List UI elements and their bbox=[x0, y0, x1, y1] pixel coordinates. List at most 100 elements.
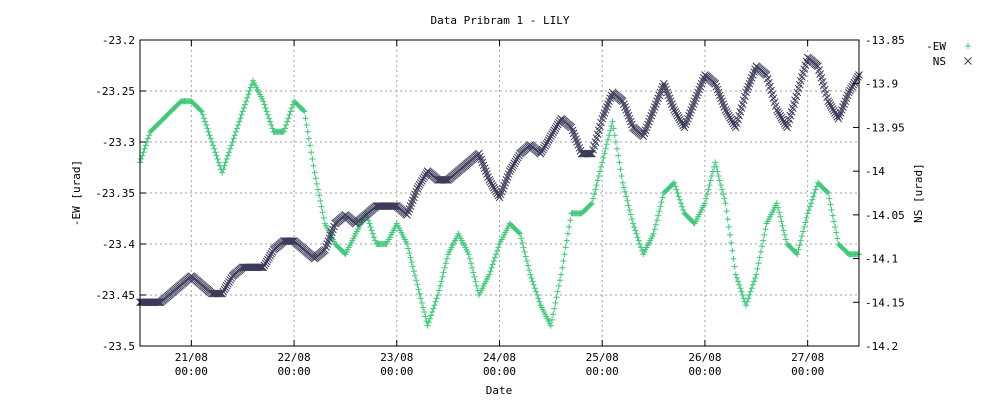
ew-point bbox=[618, 173, 625, 179]
ew-point bbox=[657, 203, 664, 210]
ns-point bbox=[508, 163, 516, 172]
ew-point bbox=[238, 111, 245, 118]
ew-point bbox=[247, 84, 254, 91]
ew-point bbox=[523, 258, 530, 264]
ew-point bbox=[144, 135, 151, 142]
ns-point bbox=[153, 298, 161, 307]
ew-point bbox=[625, 202, 632, 209]
x-tick-label-time: 00:00 bbox=[791, 365, 824, 378]
ns-point bbox=[222, 281, 231, 290]
ew-point bbox=[588, 200, 595, 207]
ew-point bbox=[365, 217, 372, 224]
ns-point bbox=[846, 86, 854, 95]
ew-point bbox=[204, 125, 211, 132]
ns-point bbox=[826, 101, 835, 109]
ew-point bbox=[231, 132, 238, 139]
ew-point bbox=[704, 191, 711, 198]
ew-point bbox=[232, 128, 239, 135]
ew-point bbox=[422, 313, 429, 320]
ew-point bbox=[802, 219, 809, 226]
ew-point bbox=[420, 304, 427, 311]
ew-point bbox=[552, 299, 559, 306]
ns-point bbox=[830, 107, 838, 115]
ns-point bbox=[543, 138, 552, 146]
ns-point bbox=[721, 106, 730, 114]
ew-point bbox=[778, 218, 785, 225]
ew-point bbox=[442, 260, 449, 267]
ns-point bbox=[540, 143, 548, 152]
y-tick-label-left: -23.45 bbox=[95, 289, 135, 302]
ew-point bbox=[716, 177, 723, 184]
ew-point bbox=[305, 135, 312, 142]
ew-point bbox=[615, 152, 622, 159]
ew-point bbox=[487, 268, 494, 275]
ew-point bbox=[210, 142, 217, 149]
ew-point bbox=[214, 156, 221, 162]
ew-point bbox=[812, 186, 819, 193]
ns-point bbox=[670, 106, 678, 114]
ns-point bbox=[505, 167, 514, 175]
ew-point bbox=[205, 128, 212, 135]
ns-point bbox=[672, 109, 681, 118]
ew-point bbox=[432, 298, 439, 305]
ew-point bbox=[241, 101, 248, 108]
ew-point bbox=[728, 239, 735, 246]
ew-point bbox=[438, 278, 445, 285]
ew-point bbox=[779, 222, 786, 229]
ew-point bbox=[827, 201, 834, 208]
ew-point bbox=[634, 234, 641, 241]
ns-point bbox=[219, 287, 228, 296]
ew-point bbox=[715, 173, 722, 179]
ew-point bbox=[746, 292, 753, 298]
ew-point bbox=[554, 288, 561, 295]
ew-point bbox=[724, 216, 731, 223]
ew-point bbox=[745, 295, 752, 302]
ew-point bbox=[782, 236, 789, 243]
y-tick-label-left: -23.5 bbox=[102, 340, 135, 353]
ew-point bbox=[762, 226, 769, 233]
ew-point bbox=[441, 264, 448, 271]
ew-point bbox=[281, 125, 288, 132]
ew-point bbox=[803, 214, 810, 221]
ns-point bbox=[673, 111, 682, 120]
ew-point bbox=[527, 271, 534, 278]
ew-point bbox=[603, 141, 610, 148]
ew-point bbox=[809, 196, 816, 203]
ew-point bbox=[753, 271, 760, 278]
ew-point bbox=[280, 128, 287, 135]
ns-point bbox=[489, 183, 498, 192]
ew-point bbox=[601, 150, 608, 157]
ew-point bbox=[310, 162, 317, 169]
ns-point bbox=[828, 105, 837, 113]
ew-point bbox=[318, 203, 325, 210]
ns-point bbox=[726, 113, 734, 122]
ew-point bbox=[674, 190, 681, 196]
ew-point bbox=[600, 154, 607, 161]
ew-point bbox=[727, 231, 734, 238]
y-tick-label-left: -23.25 bbox=[95, 85, 135, 98]
ew-point bbox=[367, 224, 374, 230]
ns-point bbox=[551, 124, 560, 133]
ns-point bbox=[775, 109, 783, 118]
y-tick-label-left: -23.35 bbox=[95, 187, 135, 200]
ew-point bbox=[470, 269, 477, 276]
ew-point bbox=[372, 237, 379, 244]
ew-point bbox=[525, 262, 532, 269]
ew-point bbox=[656, 208, 663, 215]
ew-point bbox=[793, 250, 800, 257]
ew-point bbox=[598, 163, 605, 170]
ew-point bbox=[773, 200, 780, 207]
ns-point bbox=[512, 155, 521, 164]
ew-point bbox=[551, 305, 558, 312]
ew-point bbox=[730, 255, 737, 262]
ew-point bbox=[732, 271, 739, 278]
ew-point bbox=[562, 244, 569, 251]
ns-point bbox=[259, 263, 268, 272]
ew-point bbox=[721, 195, 728, 202]
ns-point bbox=[492, 187, 500, 196]
ew-point bbox=[594, 177, 601, 184]
ew-point bbox=[320, 214, 327, 221]
ns-point bbox=[220, 285, 229, 294]
ew-point bbox=[713, 163, 720, 170]
ns-point bbox=[226, 276, 235, 284]
